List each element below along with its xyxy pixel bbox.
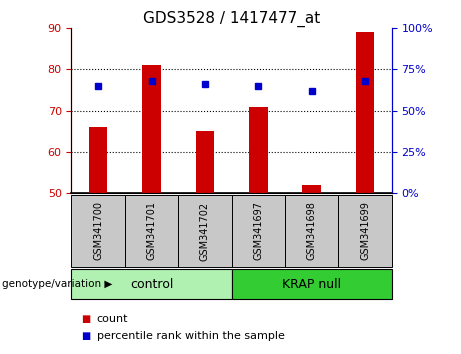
Text: count: count — [97, 314, 128, 324]
Bar — [195, 131, 214, 193]
Bar — [302, 185, 321, 193]
Text: control: control — [130, 278, 173, 291]
Text: percentile rank within the sample: percentile rank within the sample — [97, 331, 285, 341]
Text: ■: ■ — [81, 331, 90, 341]
Bar — [249, 107, 268, 193]
Title: GDS3528 / 1417477_at: GDS3528 / 1417477_at — [143, 11, 320, 27]
Text: GSM341698: GSM341698 — [307, 201, 317, 261]
Text: GSM341697: GSM341697 — [254, 201, 263, 261]
Bar — [142, 65, 161, 193]
Text: KRAP null: KRAP null — [282, 278, 341, 291]
Bar — [356, 33, 374, 193]
Bar — [89, 127, 107, 193]
Text: genotype/variation ▶: genotype/variation ▶ — [2, 279, 112, 289]
Text: ■: ■ — [81, 314, 90, 324]
Text: GSM341702: GSM341702 — [200, 201, 210, 261]
Text: GSM341700: GSM341700 — [93, 201, 103, 261]
Text: GSM341699: GSM341699 — [360, 201, 370, 261]
Text: GSM341701: GSM341701 — [147, 201, 157, 261]
